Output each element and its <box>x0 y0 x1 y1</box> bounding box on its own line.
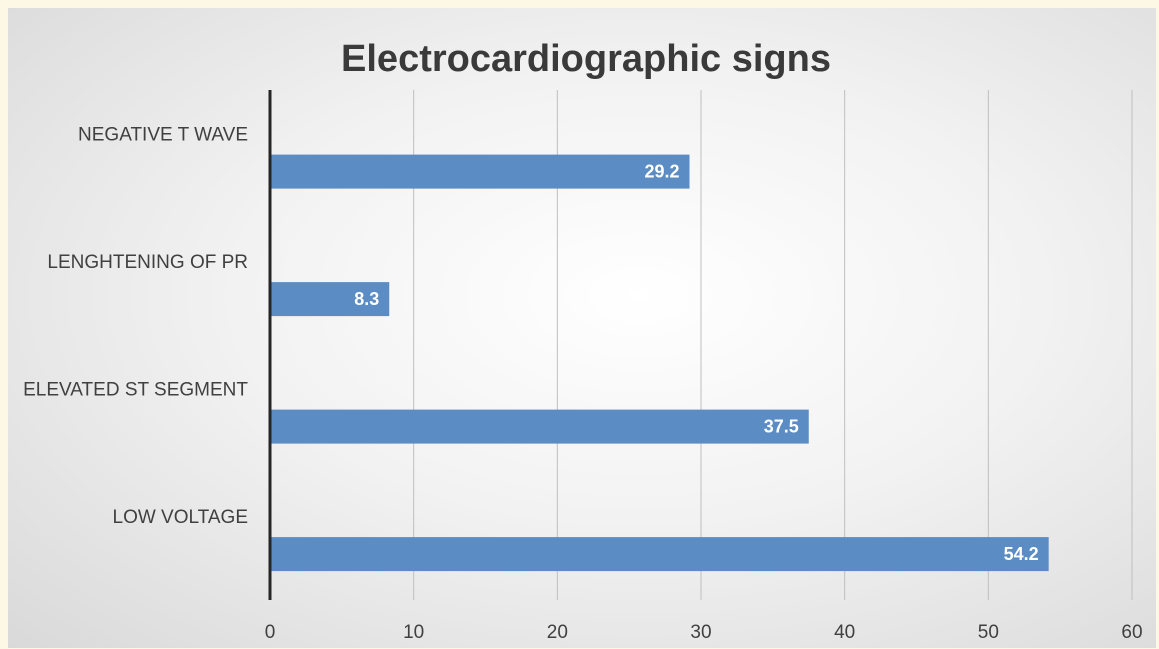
data-labels: 29.2 8.3 37.5 54.2 <box>354 162 1038 564</box>
data-label: 29.2 <box>644 162 679 182</box>
x-tick-labels: 0 10 20 30 40 50 60 <box>265 622 1143 643</box>
bar <box>270 282 390 317</box>
category-label: ELEVATED ST SEGMENT <box>23 379 248 400</box>
chart-title: Electrocardiographic signs <box>341 38 831 80</box>
category-label: NEGATIVE T WAVE <box>78 124 248 145</box>
chart-frame: Electrocardiographic signs NEGATIVE T WA… <box>8 8 1156 648</box>
category-label: LENGHTENING OF PR <box>47 252 248 273</box>
x-tick-label: 50 <box>978 622 999 643</box>
x-tick-label: 20 <box>547 622 568 643</box>
x-tick-label: 10 <box>403 622 424 643</box>
data-label: 37.5 <box>764 417 799 437</box>
x-tick-label: 40 <box>834 622 855 643</box>
data-label: 8.3 <box>354 289 379 309</box>
data-label: 54.2 <box>1004 544 1039 564</box>
x-tick-label: 60 <box>1121 622 1142 643</box>
category-labels: NEGATIVE T WAVE LENGHTENING OF PR ELEVATED… <box>23 124 248 527</box>
bars <box>270 154 1049 572</box>
x-tick-label: 30 <box>690 622 711 643</box>
bar <box>270 409 809 444</box>
bar-chart: Electrocardiographic signs NEGATIVE T WA… <box>23 38 1143 643</box>
bar <box>270 154 690 189</box>
x-tick-label: 0 <box>265 622 276 643</box>
category-label: LOW VOLTAGE <box>113 507 249 528</box>
bar <box>270 537 1049 572</box>
